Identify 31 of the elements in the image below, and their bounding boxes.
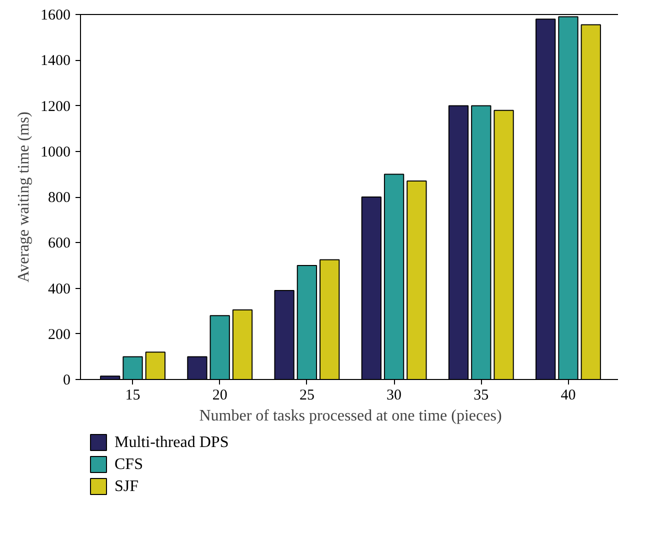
bar <box>448 105 469 380</box>
x-axis-title: Number of tasks processed at one time (pieces) <box>199 408 502 424</box>
x-tick-label: 35 <box>474 388 489 404</box>
bar <box>320 259 340 380</box>
x-tick-label: 15 <box>125 388 140 404</box>
legend-label: CFS <box>114 456 143 473</box>
legend-label: Multi-thread DPS <box>114 434 229 451</box>
y-tick-label: 1400 <box>40 53 70 70</box>
y-tick-label: 400 <box>48 281 70 298</box>
x-tick-label: 40 <box>560 388 576 404</box>
bar <box>232 309 253 380</box>
bar <box>274 290 294 380</box>
x-tick-label: 25 <box>299 388 314 404</box>
y-tick-label: 0 <box>63 372 70 388</box>
bar <box>145 352 166 380</box>
y-tick-label: 200 <box>48 326 70 343</box>
y-tick-label: 1600 <box>40 8 70 24</box>
bar <box>187 356 208 380</box>
x-tick-label: 20 <box>212 388 228 404</box>
bar <box>361 196 382 380</box>
y-tick-label: 1200 <box>40 98 70 115</box>
bar <box>406 180 427 380</box>
legend-label: SJF <box>114 478 139 495</box>
y-axis-title: Average waiting time (ms) <box>16 112 32 282</box>
y-tick-label: 600 <box>48 236 70 252</box>
bar <box>536 18 556 380</box>
x-tick-label: 30 <box>386 388 402 404</box>
bar <box>494 110 514 380</box>
bar <box>580 24 601 380</box>
y-tick-label: 1000 <box>40 144 70 160</box>
y-tick-label: 800 <box>48 190 70 206</box>
